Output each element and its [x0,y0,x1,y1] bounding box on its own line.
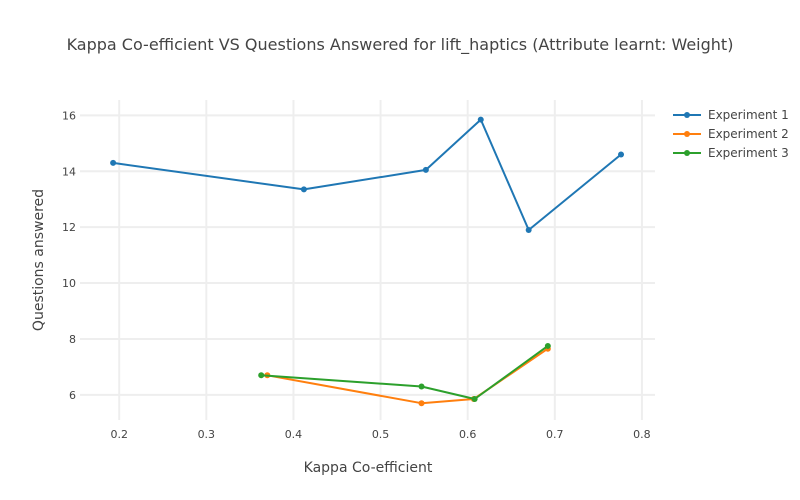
y-tick-label: 8 [69,333,76,346]
data-point [525,226,532,233]
data-point [418,400,425,407]
series-1 [110,116,625,233]
x-tick-label: 0.7 [546,428,564,441]
series-3 [258,342,551,403]
series-line [112,118,622,231]
x-tick-label: 0.8 [633,428,651,441]
chart-title: Kappa Co-efficient VS Questions Answered… [67,35,734,55]
grid [80,100,655,420]
y-tick-label: 14 [62,165,76,178]
x-tick-label: 0.2 [110,428,128,441]
legend-swatch-marker [684,131,690,137]
y-tick-label: 16 [62,109,76,122]
legend-label: Experiment 3 [708,146,789,160]
plot-area [110,116,625,407]
y-tick-label: 6 [69,389,76,402]
data-point [471,396,478,403]
legend-label: Experiment 2 [708,127,789,141]
data-point [544,342,551,349]
x-tick-label: 0.6 [459,428,477,441]
legend-item[interactable]: Experiment 3 [673,146,789,160]
y-tick-label: 12 [62,221,76,234]
data-point [422,166,429,173]
data-point [477,116,484,123]
x-tick-label: 0.5 [372,428,390,441]
legend-item[interactable]: Experiment 1 [673,108,789,122]
x-tick-label: 0.4 [285,428,303,441]
y-axis-title: Questions answered [31,189,47,331]
data-point [418,383,425,390]
legend-label: Experiment 1 [708,108,789,122]
x-tick-label: 0.3 [198,428,216,441]
legend-swatch-marker [684,112,690,118]
data-point [618,151,625,158]
series-line [261,345,549,400]
legend-item[interactable]: Experiment 2 [673,127,789,141]
data-point [300,186,307,193]
x-axis-title: Kappa Co-efficient [304,460,433,476]
y-tick-label: 10 [62,277,76,290]
x-axis-ticks: 0.2 0.3 0.4 0.5 0.6 0.7 0.8 [110,428,650,441]
legend-swatch-marker [684,150,690,156]
data-point [258,372,265,379]
legend: Experiment 1 Experiment 2 Experiment 3 [673,108,789,160]
y-axis-ticks: 6 8 10 12 14 16 [62,109,76,401]
data-point [110,159,117,166]
